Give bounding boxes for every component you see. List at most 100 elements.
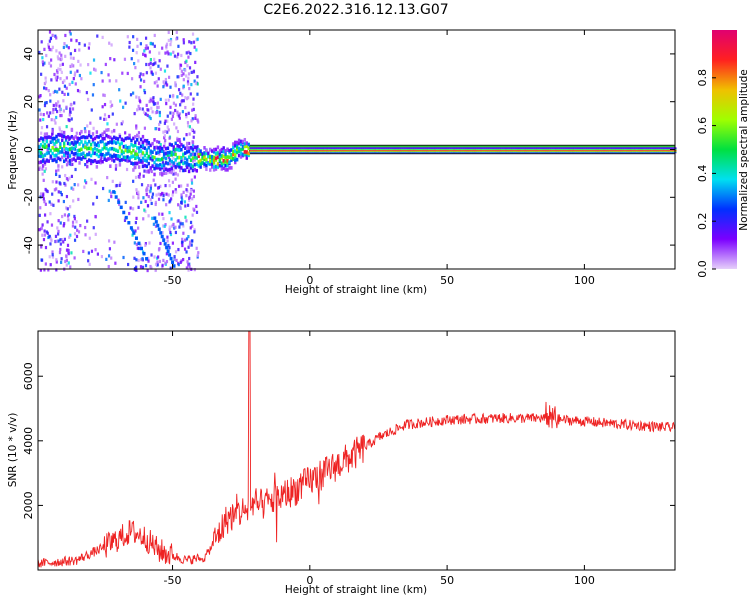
spectrogram-cell — [189, 192, 192, 196]
spectrogram-cell — [162, 194, 165, 198]
spectrogram-cell — [127, 221, 131, 225]
spectrogram-cell — [118, 142, 122, 147]
spectrogram-cell — [230, 166, 233, 170]
spectrogram-cell — [210, 149, 214, 153]
spectrogram-cell — [170, 159, 174, 164]
spectrogram-cell — [166, 114, 169, 118]
spectrogram-cell — [126, 71, 129, 76]
spectrogram-cell — [149, 149, 152, 154]
spectrogram-cell — [612, 147, 616, 149]
spectrogram-cell — [177, 44, 180, 48]
spectrogram-cell — [88, 236, 91, 240]
spectrogram-cell — [137, 149, 141, 154]
spectrogram-cell — [65, 206, 68, 210]
spectrogram-cell — [38, 160, 41, 165]
spectrogram-cell — [66, 207, 69, 211]
spectrogram-cell — [153, 155, 156, 160]
spectrogram-cell — [39, 268, 43, 272]
spectrogram-cell — [181, 93, 184, 97]
spectrogram-cell — [58, 128, 62, 132]
spectrogram-cell — [633, 147, 637, 149]
spectrogram-cell — [149, 168, 152, 172]
spectrogram-cell — [55, 157, 58, 161]
spectrogram-cell — [49, 154, 52, 159]
spectrogram-cell — [126, 159, 129, 163]
spectrogram-cell — [168, 211, 171, 215]
spectrogram-cell — [69, 205, 72, 209]
spectrogram-cell — [72, 146, 75, 151]
spectrogram-cell — [106, 122, 109, 126]
spectrogram-cell — [190, 127, 193, 131]
spectrogram-cell — [131, 48, 135, 52]
spectrogram-cell — [516, 147, 519, 149]
spectrogram-cell — [55, 180, 58, 184]
spectrogram-cell — [162, 166, 166, 171]
spectrogram-cell — [185, 112, 188, 117]
spectrogram-cell — [197, 120, 200, 124]
spectrogram-cell — [59, 142, 62, 146]
spectrogram-cell — [50, 58, 53, 62]
spectrogram-cell — [44, 138, 47, 142]
spectrogram-cell — [210, 159, 214, 163]
spectrogram-cell — [46, 147, 49, 152]
spectrogram-cell — [193, 155, 197, 159]
spectrogram-cell — [169, 85, 172, 89]
spectrogram-cell — [191, 164, 195, 169]
spectrogram-cell — [154, 61, 157, 65]
spectrogram-cell — [151, 164, 154, 168]
spectrogram-cell — [192, 107, 195, 112]
spectrogram-cell — [59, 109, 62, 113]
spectrogram-cell — [103, 117, 106, 121]
spectrogram-cell — [549, 147, 552, 149]
spectrogram-cell — [99, 149, 102, 153]
spectrogram-cell — [179, 168, 182, 173]
spectrogram-cell — [63, 79, 66, 83]
spectrogram-cell — [285, 147, 289, 149]
spectrogram-cell — [78, 156, 81, 161]
spectrogram-cell — [55, 134, 58, 139]
spectrogram-cell — [64, 157, 68, 162]
spectrogram-cell — [114, 156, 118, 161]
spectrogram-cell — [166, 235, 169, 239]
colorbar-tick-label: 0.2 — [696, 212, 709, 230]
spectrogram-cell — [574, 147, 577, 149]
spectrogram-cell — [151, 62, 154, 67]
spectrogram-cell — [174, 81, 177, 85]
spectrogram-cell — [165, 44, 168, 48]
spectrogram-cell — [87, 259, 90, 263]
spectrogram-cell — [70, 251, 73, 255]
spectrogram-cell — [140, 183, 144, 187]
spectrogram-cell — [59, 238, 62, 242]
spectrogram-cell — [158, 140, 161, 144]
spectrogram-cell — [113, 58, 116, 62]
spectrogram-cell — [151, 216, 154, 220]
spectrogram-cell — [69, 107, 72, 111]
spectrogram-cell — [50, 223, 54, 227]
spectrogram-cell — [144, 199, 147, 204]
spectrogram-cell — [149, 57, 152, 62]
spectrogram-cell — [134, 220, 137, 225]
spectrogram-cell — [167, 155, 170, 159]
spectrogram-cell — [243, 137, 247, 142]
spectrogram-cell — [149, 166, 152, 170]
x-tick-label: -50 — [164, 274, 182, 287]
spectrogram-cell — [75, 131, 78, 135]
spectrogram-cell — [468, 147, 471, 149]
spectrogram-cell — [177, 88, 181, 92]
spectrogram-cell — [203, 162, 206, 166]
spectrogram-cell — [192, 207, 195, 211]
spectrogram-cell — [68, 82, 71, 87]
spectrogram-cell — [165, 252, 168, 256]
spectrogram-cell — [107, 128, 110, 132]
spectrogram-cell — [405, 147, 408, 149]
spectrogram-cell — [237, 149, 241, 153]
spectrogram-cell — [166, 50, 169, 54]
spectrogram-cell — [224, 149, 227, 153]
spectrogram-cell — [83, 179, 87, 183]
spectrogram-cell — [159, 231, 163, 235]
spectrogram-cell — [72, 142, 75, 147]
spectrogram-cell — [90, 177, 93, 181]
spectrogram-cell — [82, 143, 85, 148]
spectrogram-cell — [171, 180, 174, 184]
